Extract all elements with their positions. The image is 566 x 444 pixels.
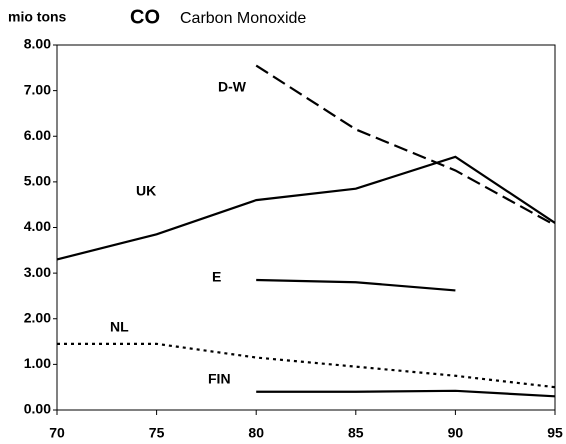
y-tick-label: 3.00 [24, 264, 51, 280]
plot-frame [56, 44, 556, 411]
x-tick-label: 95 [547, 425, 563, 441]
y-tick-label: 0.00 [24, 401, 51, 417]
chart-subtitle: Carbon Monoxide [180, 10, 306, 27]
y-tick-label: 1.00 [24, 355, 51, 371]
series-label: UK [136, 183, 156, 199]
series-line [256, 389, 556, 398]
series-label: D-W [218, 79, 247, 95]
series-line [56, 155, 556, 261]
y-tick-label: 2.00 [24, 309, 51, 325]
y-tick-label: 5.00 [24, 173, 51, 189]
y-tick-label: 7.00 [24, 81, 51, 97]
x-tick-label: 75 [149, 425, 165, 441]
series-line [57, 342, 556, 389]
y-tick-label: 6.00 [24, 127, 51, 143]
y-tick-label: 4.00 [24, 218, 51, 234]
series-label: FIN [208, 371, 231, 387]
x-tick-label: 70 [49, 425, 65, 441]
series-line [255, 64, 556, 227]
x-tick-label: 80 [248, 425, 264, 441]
chart-title: CO [130, 6, 160, 28]
x-tick-label: 85 [348, 425, 364, 441]
series-line [256, 278, 456, 292]
series-label: NL [110, 319, 129, 335]
x-tick-label: 90 [448, 425, 464, 441]
y-axis-label: mio tons [8, 9, 67, 25]
y-tick-label: 8.00 [24, 36, 51, 52]
series-label: E [212, 269, 221, 285]
